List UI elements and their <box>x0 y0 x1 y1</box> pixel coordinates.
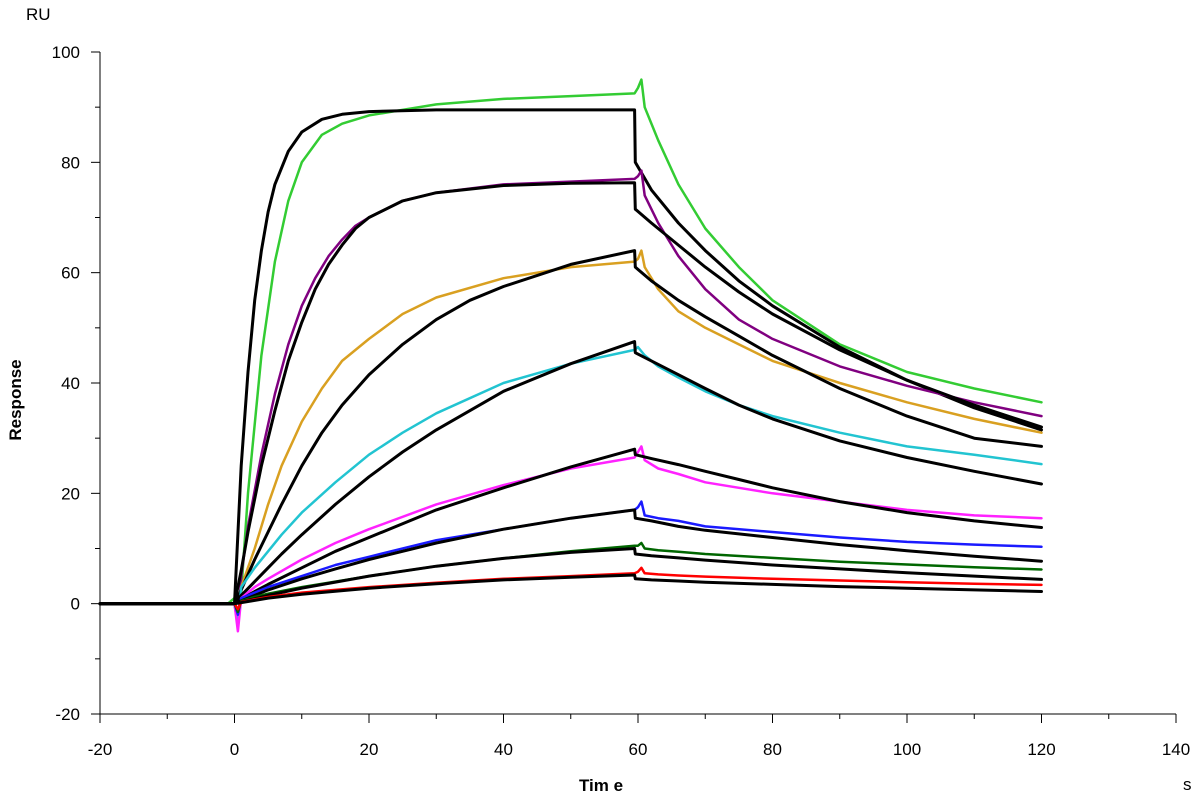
y-unit-label: RU <box>26 5 51 24</box>
measured-curve-0 <box>98 78 1043 622</box>
y-tick-label: 40 <box>61 374 80 393</box>
series-layer <box>98 78 1043 633</box>
measured-curve-8 <box>98 445 1043 633</box>
fit-curve-3 <box>98 181 1043 606</box>
y-tick-label: 100 <box>52 43 80 62</box>
x-tick-label: 20 <box>360 740 379 759</box>
x-tick-label: 60 <box>629 740 648 759</box>
fit-curve-1 <box>98 108 1043 606</box>
x-tick-label: 100 <box>893 740 921 759</box>
x-tick-label: 140 <box>1162 740 1190 759</box>
x-tick-label: 120 <box>1027 740 1055 759</box>
fit-curve-11 <box>98 508 1043 606</box>
measured-curve-2 <box>98 169 1043 627</box>
x-unit-label: s <box>1183 775 1192 794</box>
tick-labels: -20 0 20 40 60 80 100 120 140 -20 0 20 40 60 80 100 <box>52 43 1191 759</box>
x-tick-label: 0 <box>230 740 239 759</box>
measured-curve-4 <box>98 249 1043 627</box>
ticks <box>91 51 1177 723</box>
y-tick-label: -20 <box>55 705 80 724</box>
y-axis-title: Response <box>6 359 25 440</box>
measured-curve-6 <box>98 345 1043 627</box>
fit-curve-5 <box>98 249 1043 606</box>
axes <box>99 52 1176 715</box>
fit-curve-9 <box>98 447 1043 606</box>
fit-curve-7 <box>98 340 1043 606</box>
x-axis-title: Tim e <box>579 776 623 795</box>
y-tick-label: 0 <box>71 595 80 614</box>
y-tick-label: 80 <box>61 153 80 172</box>
y-tick-label: 60 <box>61 264 80 283</box>
fit-curve-15 <box>98 573 1043 606</box>
y-tick-label: 20 <box>61 484 80 503</box>
x-tick-label: 80 <box>763 740 782 759</box>
x-tick-label: -20 <box>88 740 113 759</box>
x-tick-label: 40 <box>494 740 513 759</box>
